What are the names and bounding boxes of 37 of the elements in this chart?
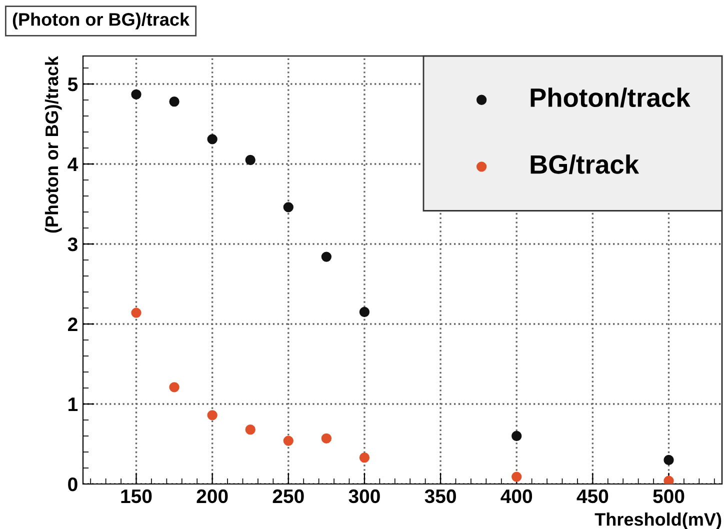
x-tick-label: 300 bbox=[348, 489, 380, 504]
point bbox=[131, 308, 142, 318]
x-tick-label: 500 bbox=[653, 489, 684, 504]
y-tick-label: 3 bbox=[68, 237, 78, 252]
point bbox=[245, 154, 256, 166]
point bbox=[359, 306, 370, 318]
point bbox=[321, 433, 332, 444]
y-tick-label: 5 bbox=[68, 78, 78, 92]
point bbox=[169, 382, 180, 392]
point bbox=[664, 476, 674, 484]
x-tick-label: 250 bbox=[272, 489, 304, 504]
legend-label: BG/track bbox=[530, 154, 640, 174]
point bbox=[664, 454, 674, 466]
x-tick-label: 400 bbox=[500, 489, 532, 504]
chart-title: (Photon or BG)/track bbox=[12, 12, 190, 30]
x-axis-title: Threshold(mV) bbox=[594, 512, 722, 529]
y-tick-label: 2 bbox=[68, 317, 78, 332]
y-tick-label: 1 bbox=[68, 398, 78, 412]
point bbox=[283, 202, 294, 212]
x-tick-label: 350 bbox=[424, 489, 456, 504]
x-tick-label: 150 bbox=[121, 489, 152, 504]
point bbox=[512, 430, 522, 442]
legend-label: Photon/track bbox=[530, 88, 690, 108]
point bbox=[207, 134, 218, 144]
point bbox=[245, 424, 256, 435]
point bbox=[283, 436, 294, 446]
point bbox=[512, 472, 522, 482]
point bbox=[207, 410, 218, 420]
x-tick-label: 200 bbox=[196, 489, 228, 504]
y-tick-label: 4 bbox=[68, 158, 78, 172]
point bbox=[169, 96, 180, 107]
x-tick-label: 450 bbox=[576, 489, 608, 504]
point bbox=[359, 452, 370, 463]
y-tick-label: 0 bbox=[68, 477, 78, 492]
point bbox=[321, 252, 332, 262]
y-axis-title: (Photon or BG)/track bbox=[44, 56, 62, 233]
point bbox=[131, 89, 142, 100]
